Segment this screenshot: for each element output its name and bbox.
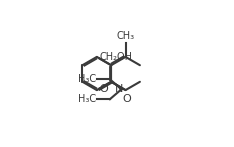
Text: H₃C: H₃C (78, 94, 96, 104)
Text: N: N (115, 84, 123, 94)
Text: CH₂OH: CH₂OH (100, 52, 133, 62)
Text: O: O (122, 94, 131, 104)
Text: CH₃: CH₃ (117, 31, 135, 41)
Text: O: O (100, 84, 108, 94)
Text: H₃C: H₃C (78, 74, 96, 84)
